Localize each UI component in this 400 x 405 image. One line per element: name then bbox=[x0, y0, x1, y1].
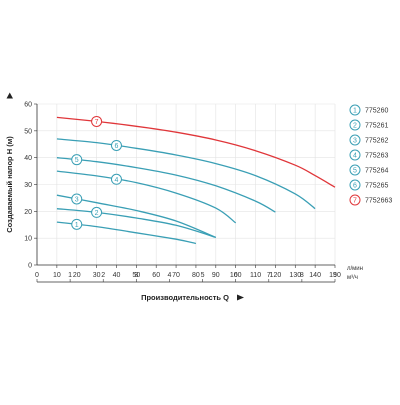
y-tick-label: 40 bbox=[24, 155, 32, 162]
legend-badge bbox=[349, 104, 361, 116]
curve-badge-1 bbox=[71, 218, 83, 230]
legend-badge-number: 3 bbox=[353, 138, 357, 145]
y-tick-label: 10 bbox=[24, 236, 32, 243]
y-tick-label: 50 bbox=[24, 128, 32, 135]
x-tick-label: 90 bbox=[212, 272, 220, 279]
x-tick-label: 150 bbox=[329, 272, 341, 279]
curve-badge-5 bbox=[71, 154, 83, 166]
x2-tick-label: 1 bbox=[68, 272, 72, 279]
legend-badge-number: 1 bbox=[353, 108, 357, 115]
y-tick-label: 0 bbox=[28, 263, 32, 270]
x-tick-label: 100 bbox=[230, 272, 242, 279]
x-tick-label: 20 bbox=[73, 272, 81, 279]
curve-badge-3 bbox=[71, 193, 83, 205]
curve-badge-7 bbox=[91, 115, 103, 127]
legend-label: 775261 bbox=[365, 123, 388, 130]
x-tick-label: 30 bbox=[93, 272, 101, 279]
legend-badge bbox=[349, 179, 361, 191]
series-6: 6 bbox=[56, 138, 316, 210]
y-axis-title-group: Создаваемый напор H (м) bbox=[5, 92, 14, 233]
curve-badge-number: 7 bbox=[95, 119, 99, 126]
x-unit-lpm: л/мин bbox=[347, 266, 363, 272]
legend-badge bbox=[349, 194, 361, 206]
legend-label: 775262 bbox=[365, 138, 388, 145]
curve-6 bbox=[56, 138, 316, 210]
y-axis-arrow-icon bbox=[6, 92, 13, 99]
y-tick-label: 30 bbox=[24, 182, 32, 189]
x2-tick-label: 9 bbox=[333, 272, 337, 279]
x-tick-label: 50 bbox=[132, 272, 140, 279]
legend-badge-number: 2 bbox=[353, 123, 357, 130]
x2-tick-label: 7 bbox=[267, 272, 271, 279]
x-axis-title: Производительность Q bbox=[141, 293, 229, 302]
legend-label: 7752663 bbox=[365, 198, 392, 205]
legend-badge-number: 6 bbox=[353, 183, 357, 190]
curve-4 bbox=[56, 170, 237, 224]
curve-badge-number: 2 bbox=[95, 210, 99, 217]
x-tick-label: 10 bbox=[53, 272, 61, 279]
series-4: 4 bbox=[56, 170, 237, 224]
x2-tick-label: 5 bbox=[201, 272, 205, 279]
legend-item-5: 5 775264 bbox=[349, 164, 388, 176]
x-tick-label: 120 bbox=[270, 272, 282, 279]
x-tick-label: 80 bbox=[192, 272, 200, 279]
x-tick-label: 110 bbox=[250, 272, 261, 279]
legend-badge-number: 7 bbox=[353, 198, 357, 205]
legend-item-2: 2 775261 bbox=[349, 119, 388, 131]
curve-badge-number: 4 bbox=[115, 177, 119, 184]
legend-item-1: 1 775260 bbox=[349, 104, 388, 116]
curve-badge-number: 6 bbox=[115, 143, 119, 150]
x2-tick-label: 6 bbox=[234, 272, 238, 279]
legend-label: 775263 bbox=[365, 153, 388, 160]
curve-badge-number: 3 bbox=[75, 196, 79, 203]
x-tick-label: 40 bbox=[113, 272, 121, 279]
series-3: 3 bbox=[56, 193, 217, 238]
x2-tick-label: 0 bbox=[35, 272, 39, 279]
legend-badge-number: 5 bbox=[353, 168, 357, 175]
y-axis-title: Создаваемый напор H (м) bbox=[5, 136, 14, 233]
series-1: 1 bbox=[56, 218, 197, 245]
curve-5 bbox=[56, 157, 276, 213]
x2-tick-label: 2 bbox=[101, 272, 105, 279]
x2-tick-label: 4 bbox=[167, 272, 171, 279]
curve-3 bbox=[56, 194, 217, 238]
legend-badge bbox=[349, 164, 361, 176]
x-axis-arrow-icon bbox=[237, 294, 244, 301]
x-tick-label: 70 bbox=[172, 272, 180, 279]
x-tick-label: 60 bbox=[152, 272, 160, 279]
legend-label: 775265 bbox=[365, 183, 388, 190]
legend-badge bbox=[349, 134, 361, 146]
curve-badge-number: 5 bbox=[75, 157, 79, 164]
legend-item-6: 6 775265 bbox=[349, 179, 388, 191]
series-7: 7 bbox=[56, 115, 336, 188]
legend-badge bbox=[349, 149, 361, 161]
legend-item-4: 4 775263 bbox=[349, 149, 388, 161]
curve-badge-2 bbox=[91, 206, 103, 218]
legend-item-7: 7 7752663 bbox=[349, 194, 392, 206]
x-unit-m3h: м³/ч bbox=[347, 275, 358, 281]
y-tick-label: 20 bbox=[24, 209, 32, 216]
grid bbox=[37, 103, 336, 266]
curve-badge-number: 1 bbox=[75, 222, 79, 229]
legend-item-3: 3 775262 bbox=[349, 134, 388, 146]
curve-badge-6 bbox=[110, 139, 122, 151]
legend-label: 775264 bbox=[365, 168, 388, 175]
x-tick-label: 140 bbox=[309, 272, 321, 279]
curve-7 bbox=[56, 116, 336, 188]
legend-badge bbox=[349, 119, 361, 131]
curve-2 bbox=[56, 208, 216, 239]
legend-label: 775260 bbox=[365, 108, 388, 115]
series-2: 2 bbox=[56, 206, 216, 239]
curve-badge-4 bbox=[110, 173, 122, 185]
x-tick-label: 130 bbox=[289, 272, 301, 279]
legend-badge-number: 4 bbox=[353, 153, 357, 160]
curve-1 bbox=[56, 221, 197, 245]
y-tick-label: 60 bbox=[24, 102, 32, 109]
x2-tick-label: 3 bbox=[134, 272, 138, 279]
x2-tick-label: 8 bbox=[300, 272, 304, 279]
series-5: 5 bbox=[56, 154, 276, 213]
